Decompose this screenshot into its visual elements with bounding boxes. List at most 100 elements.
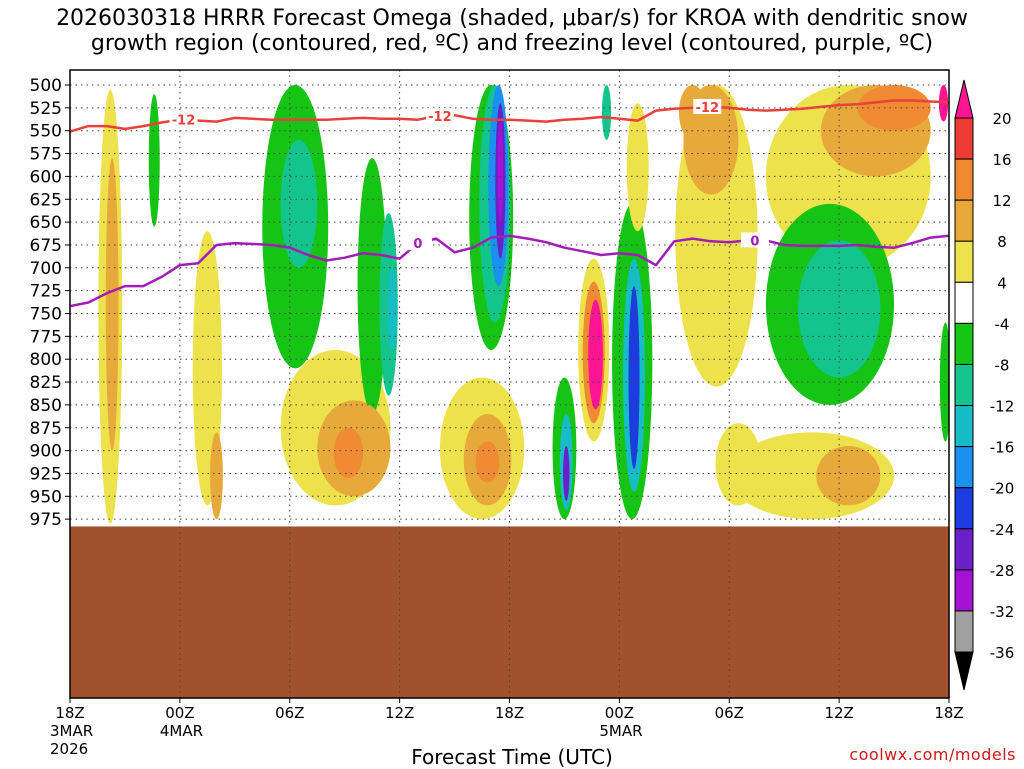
colorbar-cell — [954, 487, 974, 530]
colorbar-cell — [954, 528, 974, 571]
chart-title: 2026030318 HRRR Forecast Omega (shaded, … — [0, 6, 1024, 56]
y-tick-label: 925 — [30, 464, 62, 484]
y-tick-label: 825 — [30, 373, 62, 393]
colorbar-cell — [954, 610, 974, 653]
y-tick-label: 900 — [30, 442, 62, 462]
colorbar-label: -4 — [995, 315, 1010, 333]
colorbar-cell — [954, 199, 974, 242]
colorbar-cell — [954, 405, 974, 448]
dgz-contour-label-bg — [693, 98, 722, 114]
x-tick-label: 06Z — [715, 704, 744, 722]
y-tick-label: 800 — [30, 350, 62, 370]
colorbar-top-arrow — [954, 79, 974, 119]
colorbar-cell — [954, 569, 974, 612]
site-credit: coolwx.com/models — [849, 745, 1016, 764]
x-tick-label: 00Z — [165, 704, 194, 722]
dgz-contour-line — [70, 99, 949, 133]
x-tick-label: 12Z — [385, 704, 414, 722]
omega-region — [333, 427, 363, 479]
freezing-level-contour-label: 0 — [413, 237, 422, 252]
colorbar-label: -36 — [990, 644, 1015, 662]
y-tick-label: 575 — [30, 145, 62, 165]
colorbar-label: -12 — [990, 398, 1015, 416]
colorbar-cell — [954, 322, 974, 365]
dgz-contour-label: -12 — [696, 101, 720, 116]
omega-region — [939, 322, 949, 442]
x-tick-label: 18Z — [934, 704, 963, 722]
omega-region — [280, 139, 318, 268]
x-tick-label: 00Z — [605, 704, 634, 722]
colorbar-cell — [954, 446, 974, 489]
contour-layer: -12 -12 -12 0 0 — [70, 98, 949, 308]
dgz-contour-label: -12 — [172, 114, 196, 129]
y-tick-label: 875 — [30, 419, 62, 439]
omega-shading-layer — [70, 84, 949, 698]
colorbar-bottom-arrow — [954, 651, 974, 691]
colorbar-cell — [954, 117, 974, 160]
y-tick-label: 525 — [30, 99, 62, 119]
y-tick-label: 700 — [30, 259, 62, 279]
x-axis-title: Forecast Time (UTC) — [411, 745, 613, 769]
x-tick-label: 4MAR — [160, 722, 203, 740]
colorbar-label: -20 — [990, 480, 1015, 498]
y-tick-label: 500 — [30, 76, 62, 96]
y-tick-label: 625 — [30, 190, 62, 210]
omega-region — [628, 286, 640, 469]
colorbar-cell — [954, 363, 974, 407]
x-tick-label: 3MAR — [50, 722, 93, 740]
x-tick-label: 2026 — [50, 740, 88, 758]
omega-region — [626, 103, 649, 232]
colorbar-label: -28 — [990, 562, 1015, 580]
x-tick-label: 12Z — [824, 704, 853, 722]
dgz-contour-label-bg — [425, 108, 454, 124]
omega-region — [387, 267, 397, 351]
chart-title-line1: 2026030318 HRRR Forecast Omega (shaded, … — [56, 6, 968, 31]
omega-region — [601, 85, 612, 140]
omega-region — [210, 432, 223, 520]
x-tick-label: 18Z — [55, 704, 84, 722]
omega-region — [797, 240, 881, 378]
colorbar-label: 20 — [992, 110, 1011, 128]
omega-region — [475, 441, 500, 483]
y-tick-label: 725 — [30, 282, 62, 302]
colorbar-label: 4 — [997, 274, 1007, 292]
x-tick-label: 5MAR — [599, 722, 642, 740]
omega-colorbar: 20 16 12 8 4 -4 -8 -12 -16 -20 -24 -28 -32 -36 — [954, 79, 1015, 691]
freezing-level-contour-label-bg — [403, 235, 432, 251]
omega-region — [497, 121, 504, 223]
omega-region — [678, 85, 707, 140]
x-tick-label: 18Z — [495, 704, 524, 722]
x-tick-label: 06Z — [275, 704, 304, 722]
y-tick-label: 850 — [30, 396, 62, 416]
y-tick-label: 600 — [30, 167, 62, 187]
colorbar-cell — [954, 158, 974, 201]
omega-region — [105, 158, 119, 451]
colorbar-label: -8 — [995, 356, 1010, 374]
omega-region — [857, 85, 931, 131]
y-tick-label: 950 — [30, 487, 62, 507]
colorbar-label: 8 — [997, 233, 1007, 251]
y-tick-label: 650 — [30, 213, 62, 233]
omega-region — [833, 459, 867, 497]
omega-region — [148, 94, 160, 227]
y-tick-label: 775 — [30, 327, 62, 347]
colorbar-label: 12 — [992, 192, 1011, 210]
y-tick-label: 550 — [30, 122, 62, 142]
colorbar-label: -16 — [990, 439, 1015, 457]
omega-region — [588, 299, 603, 410]
colorbar-label: -24 — [990, 521, 1015, 539]
colorbar-label: -32 — [990, 603, 1015, 621]
colorbar-label: 16 — [992, 151, 1011, 169]
dgz-contour-label-bg — [169, 111, 198, 127]
y-tick-label: 675 — [30, 236, 62, 256]
dgz-contour-label: -12 — [428, 110, 452, 125]
y-tick-label: 975 — [30, 510, 62, 530]
colorbar-cell — [954, 240, 974, 283]
freezing-level-contour-label: 0 — [750, 234, 759, 249]
terrain-band — [70, 526, 949, 698]
colorbar-cell — [954, 281, 974, 324]
chart-title-line2: growth region (contoured, red, ºC) and f… — [90, 31, 934, 56]
